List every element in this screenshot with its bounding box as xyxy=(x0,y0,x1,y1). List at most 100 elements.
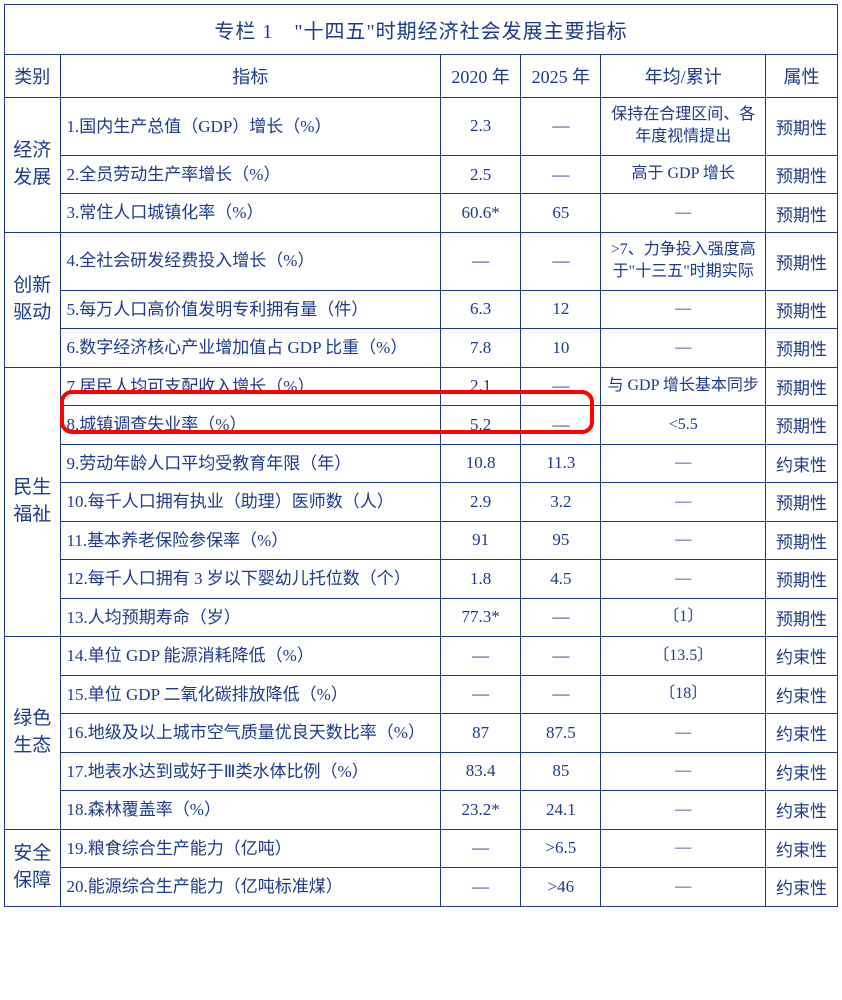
value-annual: — xyxy=(601,290,766,329)
table-row: 创新驱动 4.全社会研发经费投入增长（%） — — >7、力争投入强度高于"十三… xyxy=(5,232,838,290)
table-row: 11.基本养老保险参保率（%） 91 95 — 预期性 xyxy=(5,521,838,560)
value-annual: — xyxy=(601,714,766,753)
value-2025: 95 xyxy=(521,521,601,560)
category-innovation: 创新驱动 xyxy=(5,232,61,367)
value-attr: 预期性 xyxy=(765,560,837,599)
value-2025: — xyxy=(521,155,601,194)
indicator-cell: 8.城镇调查失业率（%） xyxy=(60,406,441,445)
value-2020: — xyxy=(441,637,521,676)
table-row: 10.每千人口拥有执业（助理）医师数（人） 2.9 3.2 — 预期性 xyxy=(5,483,838,522)
value-2020: — xyxy=(441,675,521,714)
value-annual: 保持在合理区间、各年度视情提出 xyxy=(601,98,766,156)
indicators-table-container: 专栏 1 "十四五"时期经济社会发展主要指标 类别 指标 2020 年 2025… xyxy=(4,4,838,907)
category-ecology: 绿色生态 xyxy=(5,637,61,830)
indicators-table: 专栏 1 "十四五"时期经济社会发展主要指标 类别 指标 2020 年 2025… xyxy=(4,4,838,907)
value-2020: 77.3* xyxy=(441,598,521,637)
value-2025: — xyxy=(521,598,601,637)
header-year2020: 2020 年 xyxy=(441,55,521,98)
indicator-cell: 13.人均预期寿命（岁） xyxy=(60,598,441,637)
indicator-cell: 6.数字经济核心产业增加值占 GDP 比重（%） xyxy=(60,329,441,368)
indicator-cell: 1.国内生产总值（GDP）增长（%） xyxy=(60,98,441,156)
header-category: 类别 xyxy=(5,55,61,98)
value-2025: 3.2 xyxy=(521,483,601,522)
indicator-cell: 9.劳动年龄人口平均受教育年限（年） xyxy=(60,444,441,483)
value-2025: — xyxy=(521,98,601,156)
value-annual: 高于 GDP 增长 xyxy=(601,155,766,194)
value-2020: 1.8 xyxy=(441,560,521,599)
value-annual: <5.5 xyxy=(601,406,766,445)
value-2020: 23.2* xyxy=(441,791,521,830)
indicator-cell: 5.每万人口高价值发明专利拥有量（件） xyxy=(60,290,441,329)
table-row: 12.每千人口拥有 3 岁以下婴幼儿托位数（个） 1.8 4.5 — 预期性 xyxy=(5,560,838,599)
value-2025: 85 xyxy=(521,752,601,791)
value-annual: 〔18〕 xyxy=(601,675,766,714)
indicator-cell: 16.地级及以上城市空气质量优良天数比率（%） xyxy=(60,714,441,753)
value-2025: 65 xyxy=(521,194,601,233)
value-annual: 与 GDP 增长基本同步 xyxy=(601,367,766,406)
value-2025: 11.3 xyxy=(521,444,601,483)
table-row: 20.能源综合生产能力（亿吨标准煤） — >46 — 约束性 xyxy=(5,868,838,907)
indicator-cell: 18.森林覆盖率（%） xyxy=(60,791,441,830)
value-2025: — xyxy=(521,406,601,445)
table-row: 5.每万人口高价值发明专利拥有量（件） 6.3 12 — 预期性 xyxy=(5,290,838,329)
value-annual: — xyxy=(601,194,766,233)
table-row: 绿色生态 14.单位 GDP 能源消耗降低（%） — — 〔13.5〕 约束性 xyxy=(5,637,838,676)
value-attr: 预期性 xyxy=(765,367,837,406)
indicator-cell: 17.地表水达到或好于Ⅲ类水体比例（%） xyxy=(60,752,441,791)
indicator-cell: 12.每千人口拥有 3 岁以下婴幼儿托位数（个） xyxy=(60,560,441,599)
value-annual: — xyxy=(601,829,766,868)
table-title-row: 专栏 1 "十四五"时期经济社会发展主要指标 xyxy=(5,5,838,55)
value-attr: 预期性 xyxy=(765,521,837,560)
table-row: 15.单位 GDP 二氧化碳排放降低（%） — — 〔18〕 约束性 xyxy=(5,675,838,714)
category-welfare: 民生福祉 xyxy=(5,367,61,637)
table-row: 18.森林覆盖率（%） 23.2* 24.1 — 约束性 xyxy=(5,791,838,830)
value-attr: 约束性 xyxy=(765,714,837,753)
table-row: 17.地表水达到或好于Ⅲ类水体比例（%） 83.4 85 — 约束性 xyxy=(5,752,838,791)
indicator-cell: 20.能源综合生产能力（亿吨标准煤） xyxy=(60,868,441,907)
value-2020: 5.2 xyxy=(441,406,521,445)
indicator-cell: 7.居民人均可支配收入增长（%） xyxy=(60,367,441,406)
value-attr: 预期性 xyxy=(765,155,837,194)
value-annual: — xyxy=(601,791,766,830)
value-attr: 预期性 xyxy=(765,232,837,290)
value-attr: 预期性 xyxy=(765,290,837,329)
table-row: 6.数字经济核心产业增加值占 GDP 比重（%） 7.8 10 — 预期性 xyxy=(5,329,838,368)
value-attr: 预期性 xyxy=(765,329,837,368)
value-2025: 10 xyxy=(521,329,601,368)
table-row: 8.城镇调查失业率（%） 5.2 — <5.5 预期性 xyxy=(5,406,838,445)
header-year2025: 2025 年 xyxy=(521,55,601,98)
table-row: 3.常住人口城镇化率（%） 60.6* 65 — 预期性 xyxy=(5,194,838,233)
value-2025: 4.5 xyxy=(521,560,601,599)
value-attr: 预期性 xyxy=(765,406,837,445)
indicator-cell: 3.常住人口城镇化率（%） xyxy=(60,194,441,233)
value-2020: 83.4 xyxy=(441,752,521,791)
indicator-cell: 4.全社会研发经费投入增长（%） xyxy=(60,232,441,290)
value-attr: 约束性 xyxy=(765,791,837,830)
value-annual: 〔1〕 xyxy=(601,598,766,637)
header-attribute: 属性 xyxy=(765,55,837,98)
value-attr: 预期性 xyxy=(765,598,837,637)
value-2025: — xyxy=(521,675,601,714)
value-2020: 87 xyxy=(441,714,521,753)
value-2025: 12 xyxy=(521,290,601,329)
category-economy: 经济发展 xyxy=(5,98,61,233)
value-attr: 约束性 xyxy=(765,637,837,676)
value-attr: 约束性 xyxy=(765,444,837,483)
value-2025: >46 xyxy=(521,868,601,907)
header-indicator: 指标 xyxy=(60,55,441,98)
value-2020: — xyxy=(441,829,521,868)
value-annual: — xyxy=(601,444,766,483)
value-2020: 2.1 xyxy=(441,367,521,406)
value-attr: 约束性 xyxy=(765,868,837,907)
value-2020: 2.9 xyxy=(441,483,521,522)
value-2025: — xyxy=(521,367,601,406)
header-annual: 年均/累计 xyxy=(601,55,766,98)
value-2025: — xyxy=(521,637,601,676)
value-annual: — xyxy=(601,560,766,599)
value-annual: 〔13.5〕 xyxy=(601,637,766,676)
indicator-cell: 15.单位 GDP 二氧化碳排放降低（%） xyxy=(60,675,441,714)
value-annual: — xyxy=(601,868,766,907)
value-annual: — xyxy=(601,752,766,791)
value-2020: 7.8 xyxy=(441,329,521,368)
value-attr: 约束性 xyxy=(765,829,837,868)
